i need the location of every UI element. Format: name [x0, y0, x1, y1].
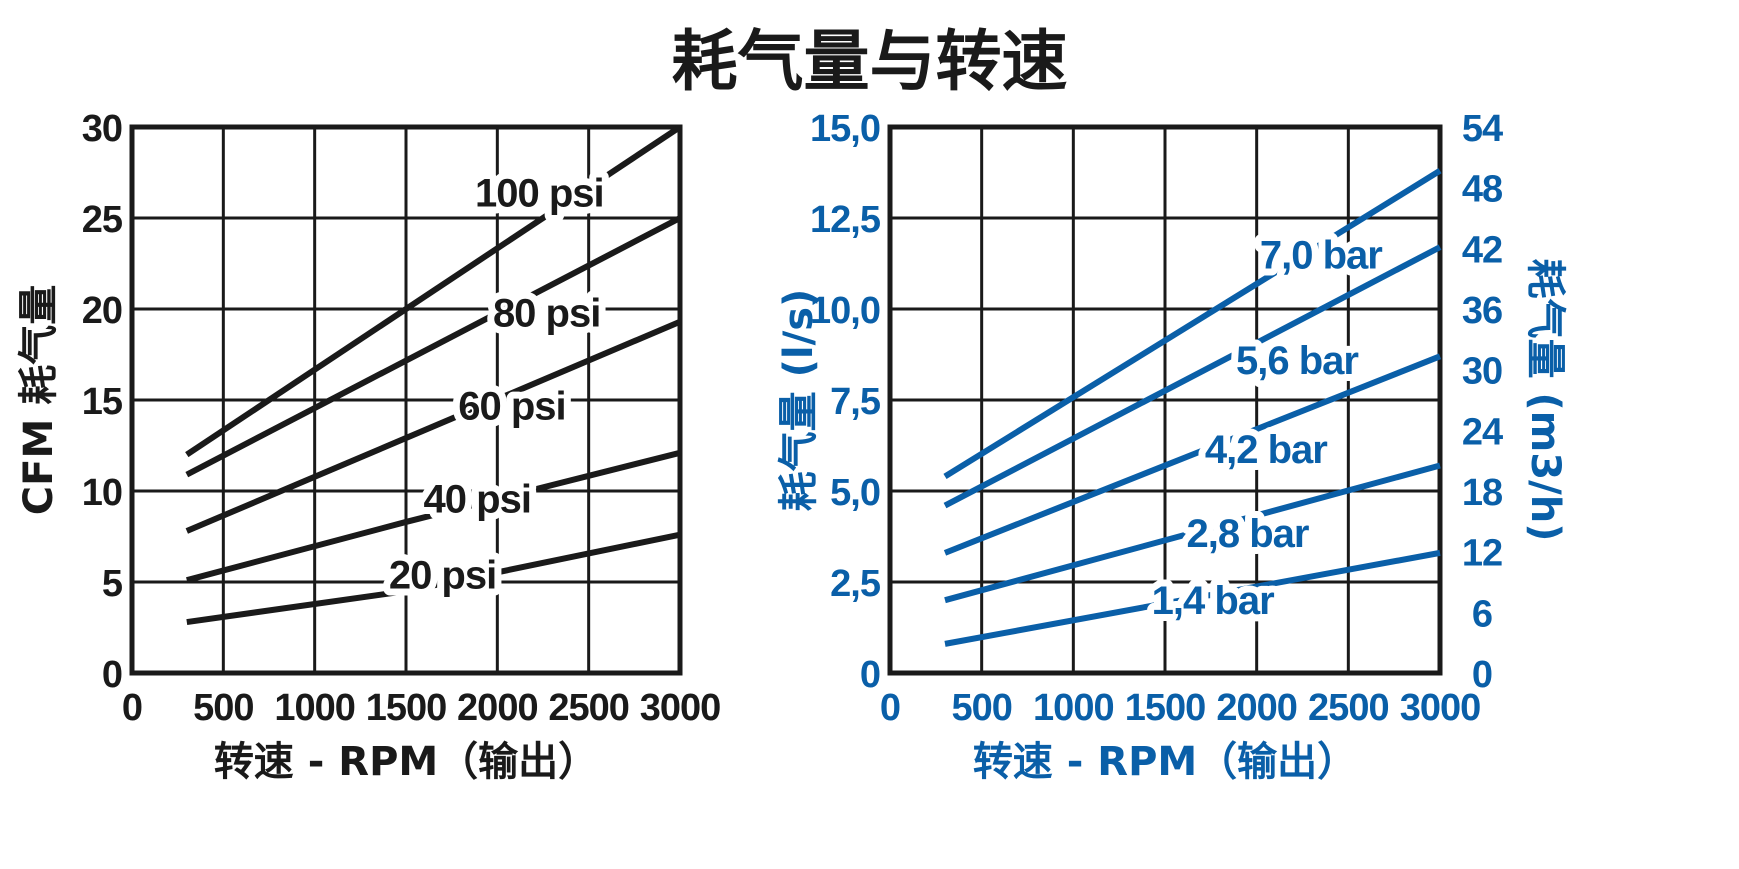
series-label-halo: 40 psi [424, 477, 531, 521]
y-tick-label: 15 [82, 381, 123, 423]
x-tick-label: 2000 [1216, 687, 1297, 729]
series-label-halo: 20 psi [389, 554, 496, 598]
y-tick-label: 5,0 [830, 472, 880, 514]
series-label-halo: 1,4 bar [1152, 579, 1274, 623]
x-tick-label: 1000 [1033, 687, 1114, 729]
left-chart-cfm: 0 500 1000 1500 2000 2500 3000 0 5 10 15 20 25 30 转速 -… [16, 108, 721, 785]
series-line [185, 124, 682, 458]
y-tick-label: 30 [82, 108, 122, 150]
y2-tick-label: 18 [1462, 472, 1502, 514]
y2-tick-label: 12 [1462, 533, 1502, 575]
x-tick-label: 500 [951, 687, 1011, 729]
y-tick-label: 25 [82, 199, 123, 241]
x-tick-label: 0 [122, 687, 142, 729]
y-tick-label: 7,5 [830, 381, 881, 423]
x-tick-label: 2500 [1308, 687, 1389, 729]
right-chart-metric: 0 500 1000 1500 2000 2500 300002,55,07,510,012… [776, 108, 1568, 785]
x-axis-label: 转速 - RPM（输出） [214, 739, 598, 785]
y-tick-label: 0 [102, 654, 122, 696]
series-line [943, 168, 1442, 479]
y2-tick-label: 0 [1472, 654, 1492, 696]
y-axis-label: 耗气量 (l/s) [776, 289, 822, 512]
series-line [186, 449, 681, 584]
series-line [186, 531, 681, 626]
series-line [944, 462, 1441, 604]
series-label-halo: 100 psi [475, 172, 604, 216]
x-tick-label: 2000 [457, 687, 538, 729]
series-label: 100 psi [475, 172, 604, 216]
series-label-halo: 60 psi [458, 384, 565, 428]
y2-tick-label: 6 [1472, 593, 1492, 635]
series-line [943, 244, 1442, 509]
plot-frame [129, 124, 683, 676]
series-label: 4,2 bar [1205, 428, 1327, 472]
y-tick-label: 10 [82, 472, 122, 514]
x-tick-label: 2500 [548, 687, 629, 729]
y2-tick-label: 24 [1462, 411, 1503, 453]
series-label-halo: 80 psi [493, 292, 600, 336]
y-tick-label: 15,0 [810, 108, 880, 150]
series-label-halo: 7,0 bar [1260, 233, 1382, 277]
series-label-halo: 4,2 bar [1205, 428, 1327, 472]
series-label: 5,6 bar [1236, 339, 1358, 383]
series-label: 60 psi [458, 384, 565, 428]
y-tick-label: 2,5 [830, 563, 881, 605]
y-tick-label: 12,5 [810, 199, 881, 241]
series-label: 2,8 bar [1187, 512, 1309, 556]
series-line [944, 549, 1441, 647]
y2-tick-label: 30 [1462, 351, 1502, 393]
y2-tick-label: 36 [1462, 290, 1502, 332]
y-tick-label: 0 [860, 654, 880, 696]
x-tick-label: 1000 [274, 687, 355, 729]
y2-tick-label: 48 [1462, 169, 1502, 211]
plot-frame [887, 124, 1443, 676]
series-label: 80 psi [493, 292, 600, 336]
y2-tick-label: 54 [1462, 108, 1503, 150]
y2-tick-label: 42 [1462, 229, 1502, 271]
series-label-halo: 2,8 bar [1187, 512, 1309, 556]
series-label: 7,0 bar [1260, 233, 1382, 277]
x-tick-label: 0 [880, 687, 900, 729]
series-label-halo: 5,6 bar [1236, 339, 1358, 383]
series-line [185, 318, 682, 534]
x-tick-label: 1500 [1125, 687, 1206, 729]
series-line [185, 215, 682, 478]
y-tick-label: 5 [102, 563, 123, 605]
x-tick-label: 3000 [640, 687, 721, 729]
y2-axis-label: 耗气量 (m3/h) [1522, 258, 1568, 541]
series-label: 20 psi [389, 554, 496, 598]
y-tick-label: 10,0 [810, 290, 880, 332]
x-tick-label: 500 [193, 687, 253, 729]
series-label: 40 psi [424, 477, 531, 521]
y-axis-label: CFM 耗气量 [16, 285, 62, 515]
x-tick-label: 3000 [1400, 687, 1481, 729]
x-axis-label: 转速 - RPM（输出） [973, 739, 1357, 785]
y-tick-label: 20 [82, 290, 122, 332]
page-title: 耗气量与转速 [671, 23, 1068, 100]
series-label: 1,4 bar [1152, 579, 1274, 623]
series-line [943, 353, 1442, 556]
x-tick-label: 1500 [366, 687, 447, 729]
